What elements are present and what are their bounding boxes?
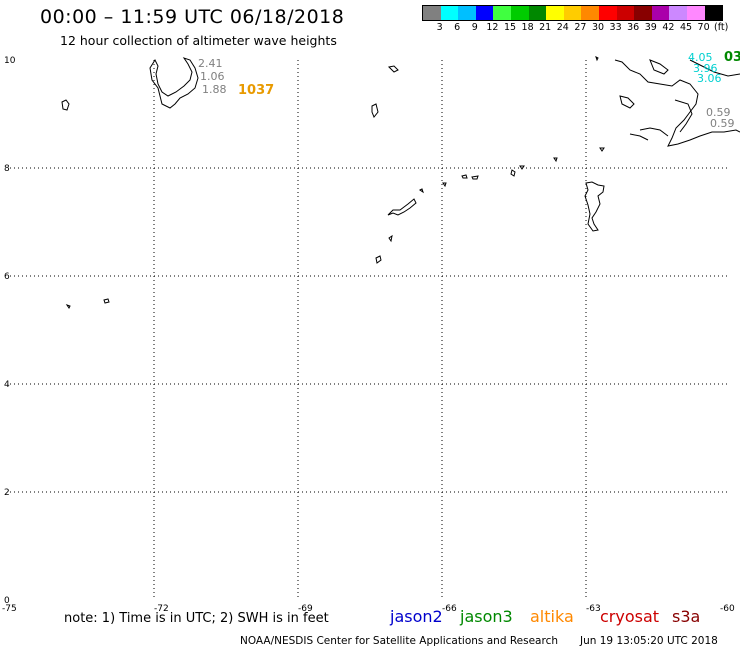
- latitude-label: 4: [4, 380, 10, 390]
- island-chain-8: [388, 234, 393, 243]
- island-chain-2: [471, 175, 479, 180]
- scale-swatch: [528, 6, 547, 20]
- scale-swatch: [458, 6, 476, 20]
- scale-label: 45: [679, 22, 693, 33]
- island-chain-3: [510, 169, 516, 177]
- latitude-label: 8: [4, 164, 10, 174]
- scale-label: 39: [644, 22, 657, 33]
- scale-swatch: [563, 6, 582, 20]
- satellite-legend-item: jason3: [460, 607, 513, 626]
- longitude-label: -75: [2, 604, 17, 614]
- island-ne-small-2: [595, 56, 599, 62]
- credit-line: NOAA/NESDIS Center for Satellite Applica…: [240, 635, 558, 647]
- satellite-legend-item: cryosat: [600, 607, 660, 626]
- island-aruba: [61, 99, 70, 111]
- scale-label: 24: [556, 22, 569, 33]
- scale-label: 21: [539, 22, 552, 33]
- longitude-label: -72: [154, 604, 169, 614]
- island-small-2: [103, 298, 110, 304]
- scale-swatch: [686, 6, 705, 20]
- swh-observation: 1037: [238, 83, 274, 98]
- scale-label: 33: [609, 22, 622, 33]
- latitude-label: 2: [4, 488, 10, 498]
- longitude-labels: -75 -72 -69 -66 -63 -60: [2, 604, 735, 614]
- latitude-label: 6: [4, 272, 10, 282]
- longitude-label: -60: [720, 604, 735, 614]
- footnote: note: 1) Time is in UTC; 2) SWH is in fe…: [64, 611, 329, 626]
- color-scale-labels: 3 6 9 12 15 18 21 24 27 30 33 36 39 42 45 70 (ft): [422, 22, 740, 34]
- swh-observation: 0.59: [710, 117, 735, 130]
- page-title: 00:00 – 11:59 UTC 06/18/2018: [40, 6, 345, 28]
- island-mid-2: [371, 103, 379, 118]
- scale-swatch: [510, 6, 529, 20]
- coastlines: [61, 56, 740, 309]
- scale-label: 9: [471, 22, 478, 33]
- swh-observation: 1.88: [202, 83, 227, 96]
- island-chain-1: [461, 174, 468, 179]
- swh-observation: 3.06: [697, 72, 722, 85]
- latitude-labels: 0 2 4 6 8 10: [4, 56, 16, 606]
- swh-observation: 1.06: [200, 70, 225, 83]
- satellite-legend-item: jason2: [390, 607, 443, 626]
- scale-label: 12: [486, 22, 499, 33]
- wave-height-color-scale: [422, 5, 724, 21]
- swh-observation: 0.59: [706, 106, 731, 119]
- generation-timestamp: Jun 19 13:05:20 UTC 2018: [580, 635, 718, 647]
- satellite-legend-item: altika: [530, 607, 574, 626]
- island-ne-small: [599, 147, 605, 152]
- coastline-guajira: [149, 57, 199, 109]
- island-chain-6: [387, 198, 417, 216]
- wave-height-observations: 2.411.061.88 1037 4.05 03 3.963.06 0.590.59: [198, 50, 740, 130]
- latitude-label: 10: [4, 56, 16, 66]
- latitude-label: 0: [4, 596, 10, 606]
- scale-label: 36: [627, 22, 640, 33]
- island-chain-4: [519, 165, 525, 170]
- scale-swatch: [493, 6, 511, 20]
- scale-swatch: [616, 6, 635, 20]
- scale-swatch: [704, 6, 723, 20]
- swh-observation: 2.41: [198, 57, 223, 70]
- scale-label: 27: [574, 22, 587, 33]
- scale-swatch: [440, 6, 459, 20]
- scale-label: 42: [662, 22, 675, 33]
- scale-swatch: [634, 6, 652, 20]
- scale-swatch: [581, 6, 599, 20]
- swh-observation: 3.96: [693, 62, 718, 75]
- swh-observation: 4.05: [688, 51, 713, 64]
- island-chain-5: [553, 157, 558, 163]
- scale-label: 70: [697, 22, 710, 33]
- page-subtitle: 12 hour collection of altimeter wave hei…: [60, 33, 337, 48]
- scale-swatch: [598, 6, 617, 20]
- scale-swatch: [546, 6, 564, 20]
- scale-swatch: [651, 6, 670, 20]
- swh-observation: 03: [724, 50, 740, 65]
- map-gridlines: [10, 60, 730, 600]
- island-small-1: [65, 304, 71, 309]
- scale-label: (ft): [714, 22, 729, 33]
- scale-label: 3: [436, 22, 443, 33]
- coastline-northeast: [614, 59, 740, 147]
- longitude-label: -63: [586, 604, 601, 614]
- island-mid-1: [387, 65, 399, 73]
- scale-label: 6: [454, 22, 461, 33]
- satellite-legend-item: s3a: [672, 607, 701, 626]
- island-chain-10: [442, 182, 447, 188]
- scale-swatch: [423, 6, 441, 20]
- longitude-label: -69: [298, 604, 313, 614]
- island-chain-7: [419, 188, 424, 194]
- island-chain-9: [375, 255, 382, 264]
- longitude-label: -66: [442, 604, 457, 614]
- coastline-trinidad: [584, 181, 605, 232]
- scale-label: 30: [591, 22, 605, 33]
- scale-swatch: [475, 6, 494, 20]
- scale-label: 15: [503, 22, 517, 33]
- scale-swatch: [669, 6, 687, 20]
- scale-label: 18: [521, 22, 534, 33]
